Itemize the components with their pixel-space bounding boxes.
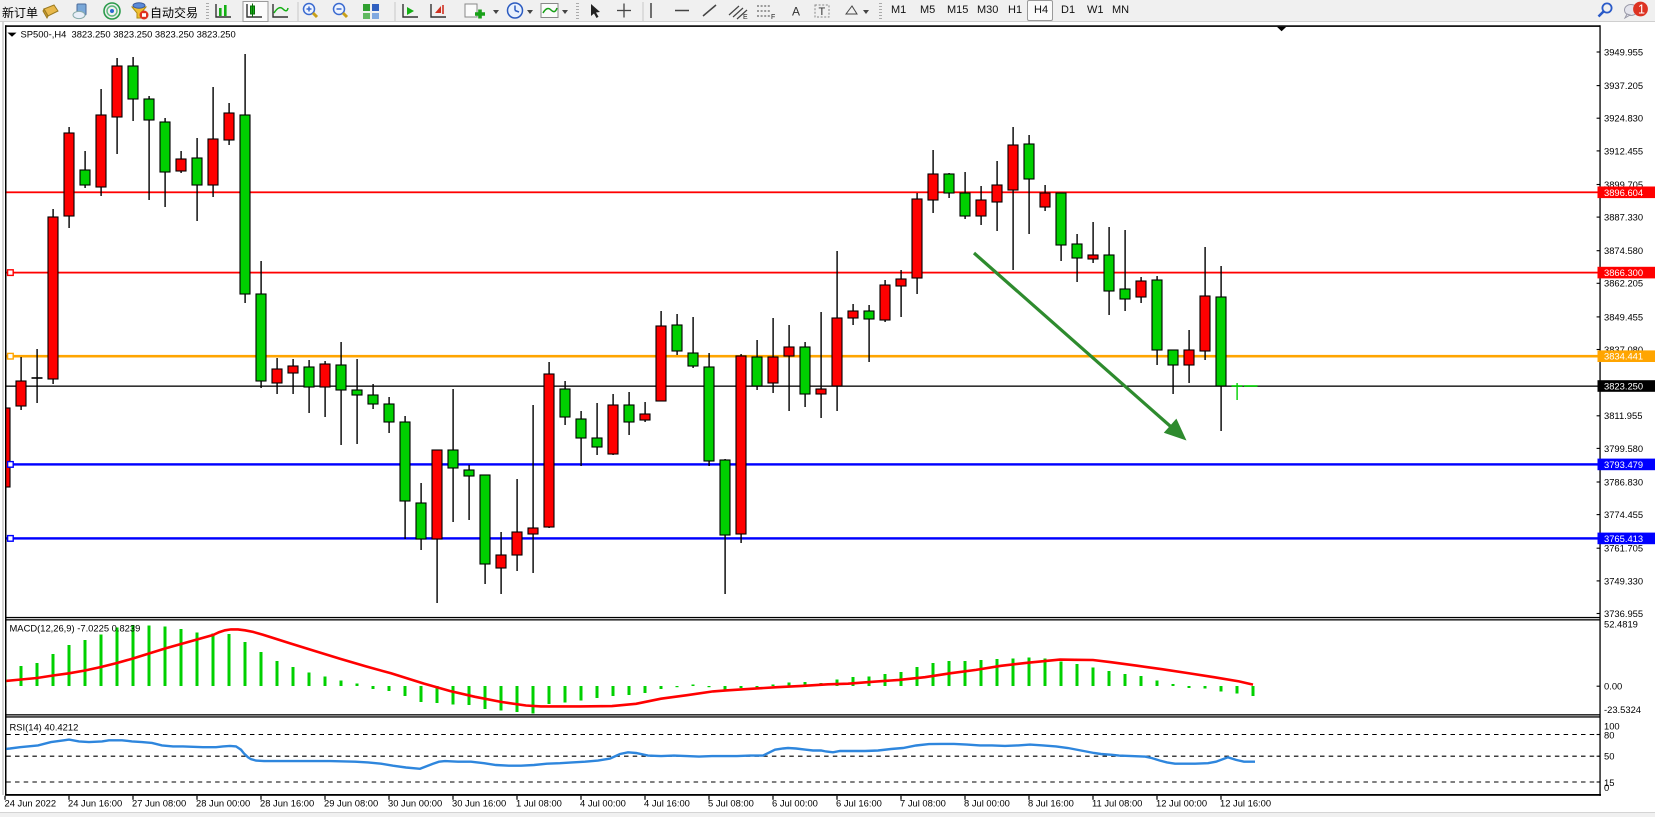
svg-text:1: 1	[1638, 3, 1645, 17]
svg-text:0.00: 0.00	[1604, 681, 1622, 692]
svg-text:3761.705: 3761.705	[1604, 543, 1643, 554]
svg-text:50: 50	[1604, 751, 1614, 762]
svg-text:6 Jul 16:00: 6 Jul 16:00	[836, 798, 882, 809]
svg-text:3786.830: 3786.830	[1604, 476, 1643, 487]
svg-text:3899.705: 3899.705	[1604, 179, 1643, 190]
svg-text:24 Jun 16:00: 24 Jun 16:00	[68, 798, 122, 809]
svg-text:SP500-,H4: SP500-,H4	[21, 29, 67, 40]
svg-text:28 Jun 16:00: 28 Jun 16:00	[260, 798, 314, 809]
svg-text:F: F	[771, 14, 775, 21]
svg-text:3849.455: 3849.455	[1604, 311, 1643, 322]
svg-text:30 Jun 00:00: 30 Jun 00:00	[388, 798, 442, 809]
svg-text:3834.441: 3834.441	[1604, 351, 1643, 362]
svg-text:3765.413: 3765.413	[1604, 533, 1643, 544]
svg-text:6 Jul 00:00: 6 Jul 00:00	[772, 798, 818, 809]
svg-text:-23.5324: -23.5324	[1604, 704, 1641, 715]
svg-text:3866.300: 3866.300	[1604, 267, 1643, 278]
svg-text:8 Jul 00:00: 8 Jul 00:00	[964, 798, 1010, 809]
svg-text:3774.455: 3774.455	[1604, 509, 1643, 520]
svg-text:29 Jun 08:00: 29 Jun 08:00	[324, 798, 378, 809]
svg-text:12 Jul 00:00: 12 Jul 00:00	[1156, 798, 1207, 809]
svg-text:8 Jul 16:00: 8 Jul 16:00	[1028, 798, 1074, 809]
svg-text:15: 15	[1604, 777, 1614, 788]
svg-text:3799.580: 3799.580	[1604, 443, 1643, 454]
svg-text:3862.205: 3862.205	[1604, 278, 1643, 289]
svg-text:27 Jun 08:00: 27 Jun 08:00	[132, 798, 186, 809]
svg-text:3887.330: 3887.330	[1604, 212, 1643, 223]
svg-text:3793.479: 3793.479	[1604, 459, 1643, 470]
svg-text:3924.830: 3924.830	[1604, 113, 1643, 124]
svg-text:24 Jun 2022: 24 Jun 2022	[5, 798, 57, 809]
svg-text:A: A	[792, 5, 800, 19]
svg-text:4 Jul 16:00: 4 Jul 16:00	[644, 798, 690, 809]
svg-text:3896.604: 3896.604	[1604, 187, 1643, 198]
svg-text:3874.580: 3874.580	[1604, 245, 1643, 256]
svg-text:30 Jun 16:00: 30 Jun 16:00	[452, 798, 506, 809]
svg-text:MACD(12,26,9) -7.0225 0.8239: MACD(12,26,9) -7.0225 0.8239	[10, 622, 141, 633]
svg-text:12 Jul 16:00: 12 Jul 16:00	[1220, 798, 1271, 809]
svg-text:28 Jun 00:00: 28 Jun 00:00	[196, 798, 250, 809]
svg-text:E: E	[743, 14, 748, 21]
svg-text:5 Jul 08:00: 5 Jul 08:00	[708, 798, 754, 809]
svg-text:7 Jul 08:00: 7 Jul 08:00	[900, 798, 946, 809]
svg-text:3949.955: 3949.955	[1604, 46, 1643, 57]
svg-text:3823.250 3823.250 3823.250 382: 3823.250 3823.250 3823.250 3823.250	[72, 29, 236, 40]
svg-text:3912.455: 3912.455	[1604, 145, 1643, 156]
svg-text:3837.080: 3837.080	[1604, 344, 1643, 355]
svg-text:T: T	[819, 6, 826, 18]
svg-text:11 Jul 08:00: 11 Jul 08:00	[1092, 798, 1142, 809]
svg-text:RSI(14) 40.4212: RSI(14) 40.4212	[10, 722, 79, 733]
svg-text:52.4819: 52.4819	[1604, 619, 1638, 630]
svg-text:100: 100	[1604, 721, 1620, 732]
svg-text:3736.955: 3736.955	[1604, 608, 1643, 619]
svg-text:1 Jul 08:00: 1 Jul 08:00	[516, 798, 562, 809]
svg-text:80: 80	[1604, 729, 1614, 740]
svg-text:3811.955: 3811.955	[1604, 410, 1642, 421]
svg-text:4 Jul 00:00: 4 Jul 00:00	[580, 798, 626, 809]
svg-text:3749.330: 3749.330	[1604, 575, 1643, 586]
svg-text:3937.205: 3937.205	[1604, 80, 1643, 91]
svg-text:0: 0	[1604, 782, 1609, 793]
svg-text:3823.250: 3823.250	[1604, 381, 1643, 392]
